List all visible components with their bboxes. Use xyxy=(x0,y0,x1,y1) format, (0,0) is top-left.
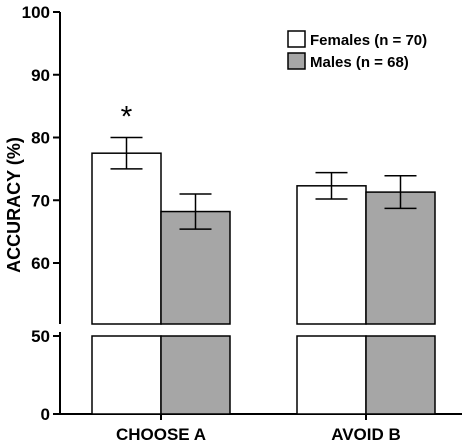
y-tick-label: 100 xyxy=(22,3,50,22)
bar-males xyxy=(160,335,231,415)
y-tick-label: 50 xyxy=(31,327,50,346)
bar-males-upper xyxy=(160,210,231,325)
bar-females-upper xyxy=(296,185,367,325)
legend-swatch-males xyxy=(287,52,306,70)
error-bars xyxy=(110,136,417,230)
legend: Females (n = 70) Males (n = 68) xyxy=(287,30,427,71)
legend-label-females: Females (n = 70) xyxy=(310,32,427,49)
y-tick-label: 60 xyxy=(31,254,50,273)
y-tick-label: 80 xyxy=(31,129,50,148)
y-tick-label: 0 xyxy=(41,405,50,424)
bar-females-upper xyxy=(91,152,162,325)
bars xyxy=(91,152,436,415)
bar-females xyxy=(296,335,367,415)
significance-marker: * xyxy=(121,101,133,134)
bar-females xyxy=(91,335,162,415)
legend-label-males: Males (n = 68) xyxy=(310,54,409,71)
y-ticks: 0 50 60 70 80 90 100 xyxy=(22,3,60,424)
y-tick-label: 90 xyxy=(31,66,50,85)
x-category-label: CHOOSE A xyxy=(116,425,206,444)
bar-males xyxy=(365,335,436,415)
y-axis-title: ACCURACY (%) xyxy=(4,137,24,273)
legend-swatch-females xyxy=(287,30,306,48)
x-categories: CHOOSE A AVOID B xyxy=(116,414,401,444)
y-tick-label: 70 xyxy=(31,191,50,210)
bar-males-upper xyxy=(365,191,436,325)
x-category-label: AVOID B xyxy=(331,425,401,444)
